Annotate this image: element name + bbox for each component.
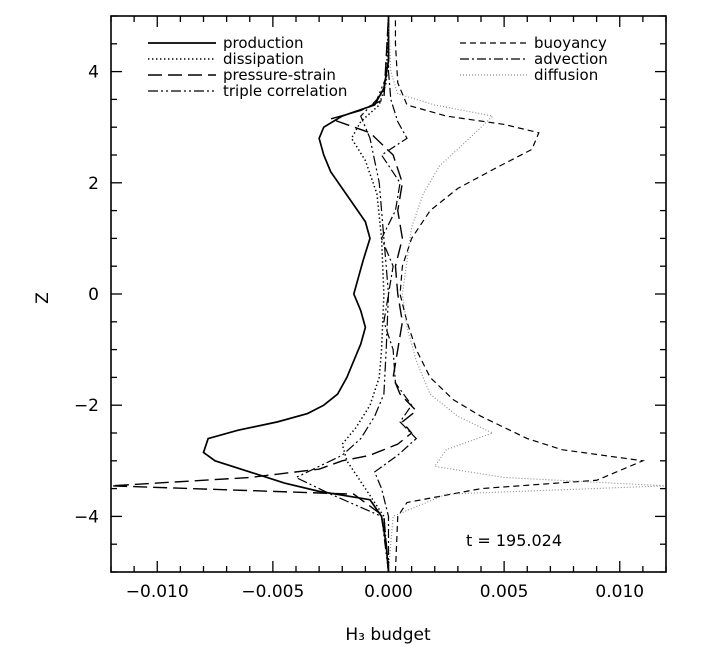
x-axis-title: H₃ budget <box>345 625 431 645</box>
legend-label-3: triple correlation <box>223 82 347 100</box>
tick-label-layer: −0.010 −0.005 0.000 0.005 0.010 −4 −2 0 2 4 <box>74 63 644 602</box>
legend-label-4: buoyancy <box>534 34 607 52</box>
x-tick-label: 0.005 <box>480 582 529 602</box>
legend-label-5: advection <box>534 50 608 68</box>
x-tick-label: 0.010 <box>595 582 644 602</box>
y-tick-label: −4 <box>74 507 99 527</box>
y-axis-title: Z <box>33 292 53 304</box>
series-line-1 <box>341 16 390 572</box>
y-tick-label: 4 <box>88 63 99 83</box>
y-tick-label: 0 <box>88 285 99 305</box>
legend: productiondissipationpressure-straintrip… <box>148 34 608 100</box>
series-layer <box>111 16 666 572</box>
y-tick-label: −2 <box>74 396 99 416</box>
legend-label-1: dissipation <box>223 50 304 68</box>
x-tick-label: 0.000 <box>364 582 413 602</box>
legend-label-0: production <box>223 34 304 52</box>
series-line-2 <box>111 16 418 572</box>
x-tick-label: −0.005 <box>241 582 304 602</box>
legend-label-2: pressure-strain <box>223 66 336 84</box>
tick-layer <box>110 15 667 573</box>
x-tick-label: −0.010 <box>126 582 189 602</box>
series-line-3 <box>294 16 390 572</box>
y-tick-label: 2 <box>88 174 99 194</box>
legend-label-6: diffusion <box>534 66 598 84</box>
series-line-4 <box>394 16 646 572</box>
time-annotation: t = 195.024 <box>466 531 562 550</box>
series-line-6 <box>387 16 666 572</box>
series-line-0 <box>202 16 390 572</box>
